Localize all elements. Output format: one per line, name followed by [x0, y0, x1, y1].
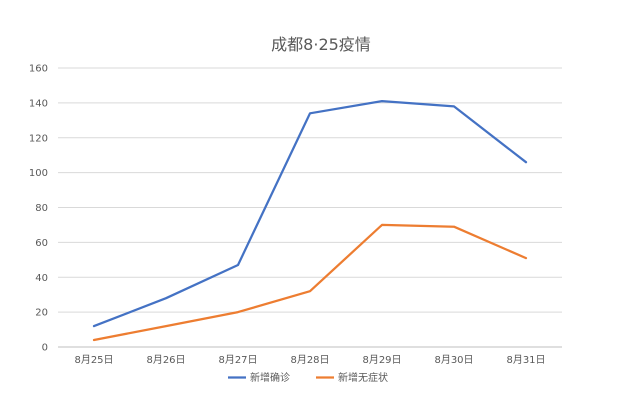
legend-item-2: 新增无症状 [316, 371, 388, 384]
gridlines [58, 67, 562, 348]
y-tick-label: 160 [29, 64, 48, 75]
y-tick-label: 120 [29, 133, 48, 144]
y-axis-ticks: 0 20 40 60 80 100 120 140 160 [29, 64, 48, 354]
legend-item-1: 新增确诊 [228, 371, 290, 384]
y-tick-label: 40 [35, 273, 48, 284]
x-tick-label: 8月28日 [290, 354, 329, 366]
y-tick-label: 100 [29, 168, 48, 179]
series-line-2 [92, 223, 528, 342]
y-tick-label: 0 [42, 343, 48, 354]
legend-label: 新增确诊 [250, 371, 290, 384]
y-tick-label: 140 [29, 98, 48, 109]
x-tick-label: 8月31日 [506, 354, 545, 366]
x-axis-ticks: 8月25日 8月26日 8月27日 8月28日 8月29日 8月30日 8月31日 [74, 354, 545, 366]
x-tick-label: 8月26日 [146, 354, 185, 366]
x-tick-label: 8月29日 [362, 354, 401, 366]
x-tick-label: 8月27日 [218, 354, 257, 366]
x-tick-label: 8月25日 [74, 354, 113, 366]
x-tick-label: 8月30日 [434, 354, 473, 366]
y-tick-label: 20 [35, 308, 48, 319]
legend-label: 新增无症状 [338, 371, 388, 384]
series-lines [92, 99, 528, 342]
y-tick-label: 60 [35, 238, 48, 249]
y-tick-label: 80 [35, 203, 48, 214]
legend: 新增确诊 新增无症状 [228, 371, 388, 384]
series-line-1 [92, 99, 528, 328]
chart-title: 成都8·25疫情 [271, 35, 371, 54]
